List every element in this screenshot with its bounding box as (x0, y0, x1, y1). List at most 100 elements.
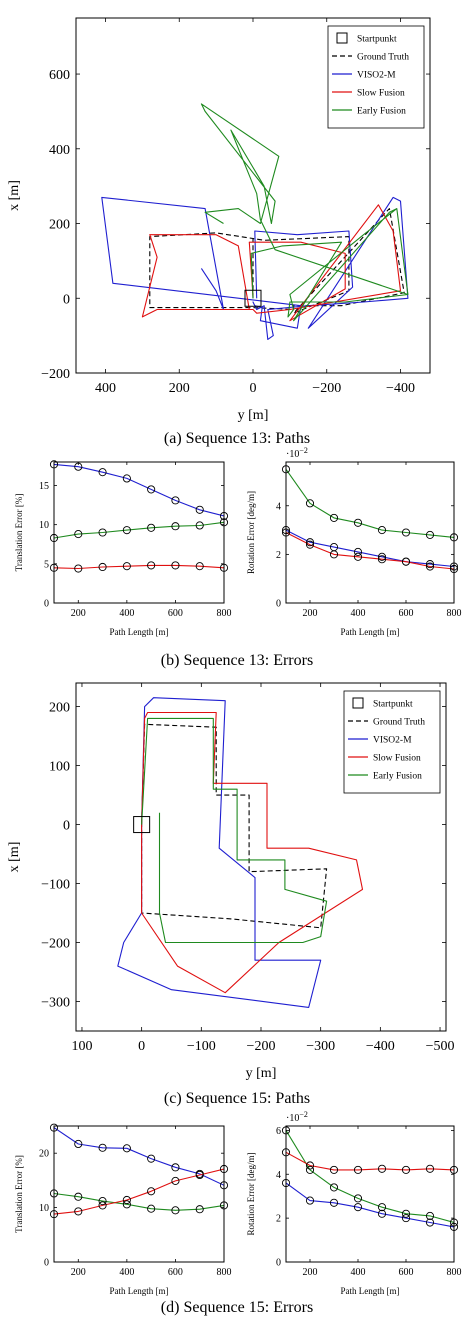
data-point-viso2-m (425, 1218, 435, 1227)
data-point-early-fusion (401, 528, 411, 537)
data-point-slow-fusion (377, 555, 387, 564)
data-point-early-fusion (329, 513, 339, 522)
y-axis-label: Translation Error [%] (14, 1155, 24, 1233)
data-point-early-fusion (98, 528, 107, 537)
data-point-viso2-m (377, 552, 387, 561)
data-point-early-fusion (171, 1206, 180, 1215)
data-point-early-fusion (353, 1194, 363, 1203)
x-tick-label: 400 (119, 1267, 134, 1278)
series-line-early-fusion (200, 103, 409, 322)
data-point-viso2-m (147, 485, 156, 494)
legend-marker (336, 32, 348, 44)
y-tick-label: 10 (39, 1203, 49, 1214)
data-point-slow-fusion (171, 561, 180, 570)
series-line-early-fusion (54, 521, 224, 539)
data-point-slow-fusion (401, 1165, 411, 1174)
x-tick-label: 800 (217, 1267, 232, 1278)
series-line-viso2-m (286, 1182, 454, 1228)
data-point-viso2-m (425, 560, 435, 569)
series-line-early-fusion (286, 468, 454, 538)
series-group (54, 1127, 224, 1215)
scale-base: ·10 (286, 1113, 299, 1124)
data-point-early-fusion (425, 530, 435, 539)
scale-base: ·10 (286, 449, 299, 460)
y-tick-label: 10 (39, 520, 49, 531)
data-point-early-fusion (74, 1192, 83, 1201)
y-tick-label: −300 (41, 996, 70, 1011)
series-group (117, 697, 364, 1008)
chart-d1: 200 400 600 800 0 10 20 Path Length [m] Translat… (14, 1123, 232, 1296)
y-tick-label: 0 (276, 1258, 281, 1269)
x-axis-label: Path Length [m] (110, 627, 169, 637)
y-axis-label: Rotation Error [deg/m] (246, 491, 256, 574)
legend: Startpunkt Ground Truth VISO2-M Slow Fusion… (343, 690, 441, 794)
x-tick-label: −100 (187, 1039, 216, 1054)
series-line-viso2-m (54, 1127, 224, 1186)
x-tick-label: −200 (312, 381, 341, 396)
series-line-viso2-m (101, 196, 409, 340)
figure-caption: (c) Sequence 15: Paths (164, 1090, 310, 1107)
x-tick-label: −200 (247, 1039, 276, 1054)
y-tick-label: 2 (276, 1214, 281, 1225)
data-point-early-fusion (147, 523, 156, 532)
y-tick-label: 0 (276, 599, 281, 610)
data-point-early-fusion (305, 1165, 315, 1174)
series-group (286, 468, 454, 570)
y-tick-label: 20 (39, 1149, 49, 1160)
x-tick-label: 200 (303, 608, 318, 619)
x-axis-label: y [m] (246, 1066, 277, 1081)
legend-entry-label: Startpunkt (357, 35, 397, 45)
series-line-slow-fusion (141, 711, 364, 994)
series-line-early-fusion (286, 1130, 454, 1224)
data-point-early-fusion (377, 1203, 387, 1212)
series-line-early-fusion (141, 717, 328, 944)
plot-frame (53, 1125, 225, 1263)
data-point-slow-fusion (353, 552, 363, 561)
y-tick-label: 0 (44, 599, 49, 610)
y-axis-label: x [m] (7, 842, 22, 873)
y-tick-label: −100 (41, 878, 70, 893)
y-tick-label: 200 (49, 218, 70, 233)
data-point-viso2-m (305, 1196, 315, 1205)
data-point-slow-fusion (305, 1161, 315, 1170)
data-point-slow-fusion (74, 1207, 83, 1216)
data-point-slow-fusion (147, 561, 156, 570)
series-line-slow-fusion (54, 564, 224, 570)
scale-exponent: −2 (299, 1110, 308, 1119)
x-tick-label: 800 (447, 608, 462, 619)
x-axis-label: Path Length [m] (110, 1286, 169, 1296)
x-tick-label: 400 (95, 381, 116, 396)
legend-marker (352, 697, 364, 709)
y-tick-label: 0 (44, 1258, 49, 1269)
figure-caption: (d) Sequence 15: Errors (161, 1299, 313, 1316)
x-tick-label: 600 (399, 608, 414, 619)
data-point-slow-fusion (425, 1164, 435, 1173)
x-axis-label: Path Length [m] (341, 1286, 400, 1296)
data-point-viso2-m (98, 1143, 107, 1152)
data-point-slow-fusion (305, 540, 315, 549)
data-point-viso2-m (305, 538, 315, 547)
y-tick-label: 2 (276, 550, 281, 561)
series-line-ground-truth (141, 723, 328, 929)
data-point-slow-fusion (353, 1165, 363, 1174)
x-tick-label: 200 (71, 1267, 86, 1278)
y-tick-label: 6 (276, 1126, 281, 1137)
x-tick-label: 0 (138, 1039, 145, 1054)
data-point-early-fusion (305, 499, 315, 508)
y-tick-label: 200 (49, 701, 70, 716)
y-axis-label: Translation Error [%] (14, 494, 24, 572)
data-point-slow-fusion (98, 1201, 107, 1210)
x-tick-label: 600 (168, 608, 183, 619)
chart-d2: 200 400 600 800 0 2 4 6 Path Length [m] Rotation … (246, 1110, 462, 1296)
data-point-viso2-m (171, 496, 180, 505)
legend-entry-label: VISO2-M (373, 736, 412, 746)
plot-frame (285, 461, 455, 604)
data-point-slow-fusion (195, 1170, 204, 1180)
data-point-viso2-m (74, 1139, 83, 1149)
chart-b1: 200 400 600 800 0 5 10 15 Path Length [m] Transla… (14, 460, 232, 637)
data-point-viso2-m (329, 1198, 339, 1207)
x-tick-label: −400 (386, 381, 415, 396)
y-tick-label: 4 (276, 1170, 281, 1181)
data-point-early-fusion (171, 522, 180, 531)
